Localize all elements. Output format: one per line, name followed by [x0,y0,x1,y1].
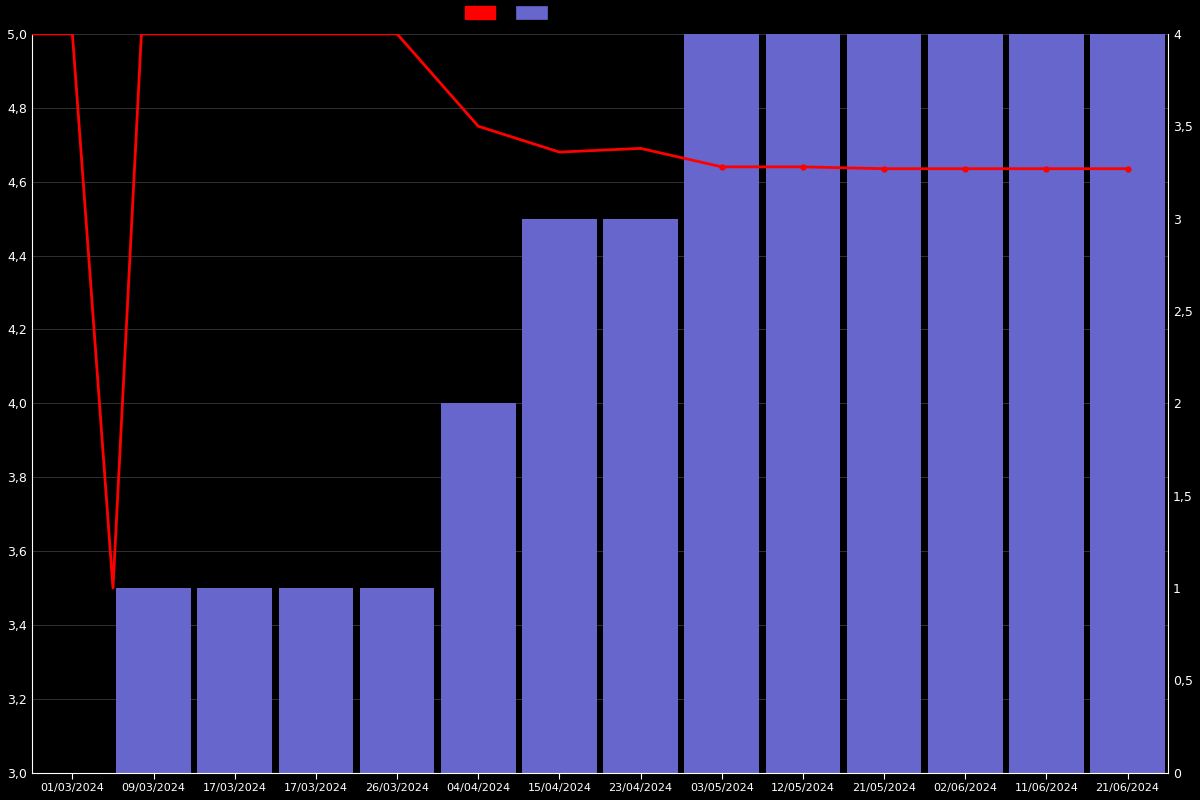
Bar [360,588,434,773]
Bar [928,34,1003,773]
Bar [278,588,353,773]
Bar [1091,34,1165,773]
Bar [440,403,516,773]
Bar [197,588,272,773]
Bar [684,34,760,773]
Bar [116,588,191,773]
Legend: , : , [460,0,559,26]
Bar [766,34,840,773]
Bar [1009,34,1084,773]
Bar [847,34,922,773]
Bar [522,218,596,773]
Bar [604,218,678,773]
